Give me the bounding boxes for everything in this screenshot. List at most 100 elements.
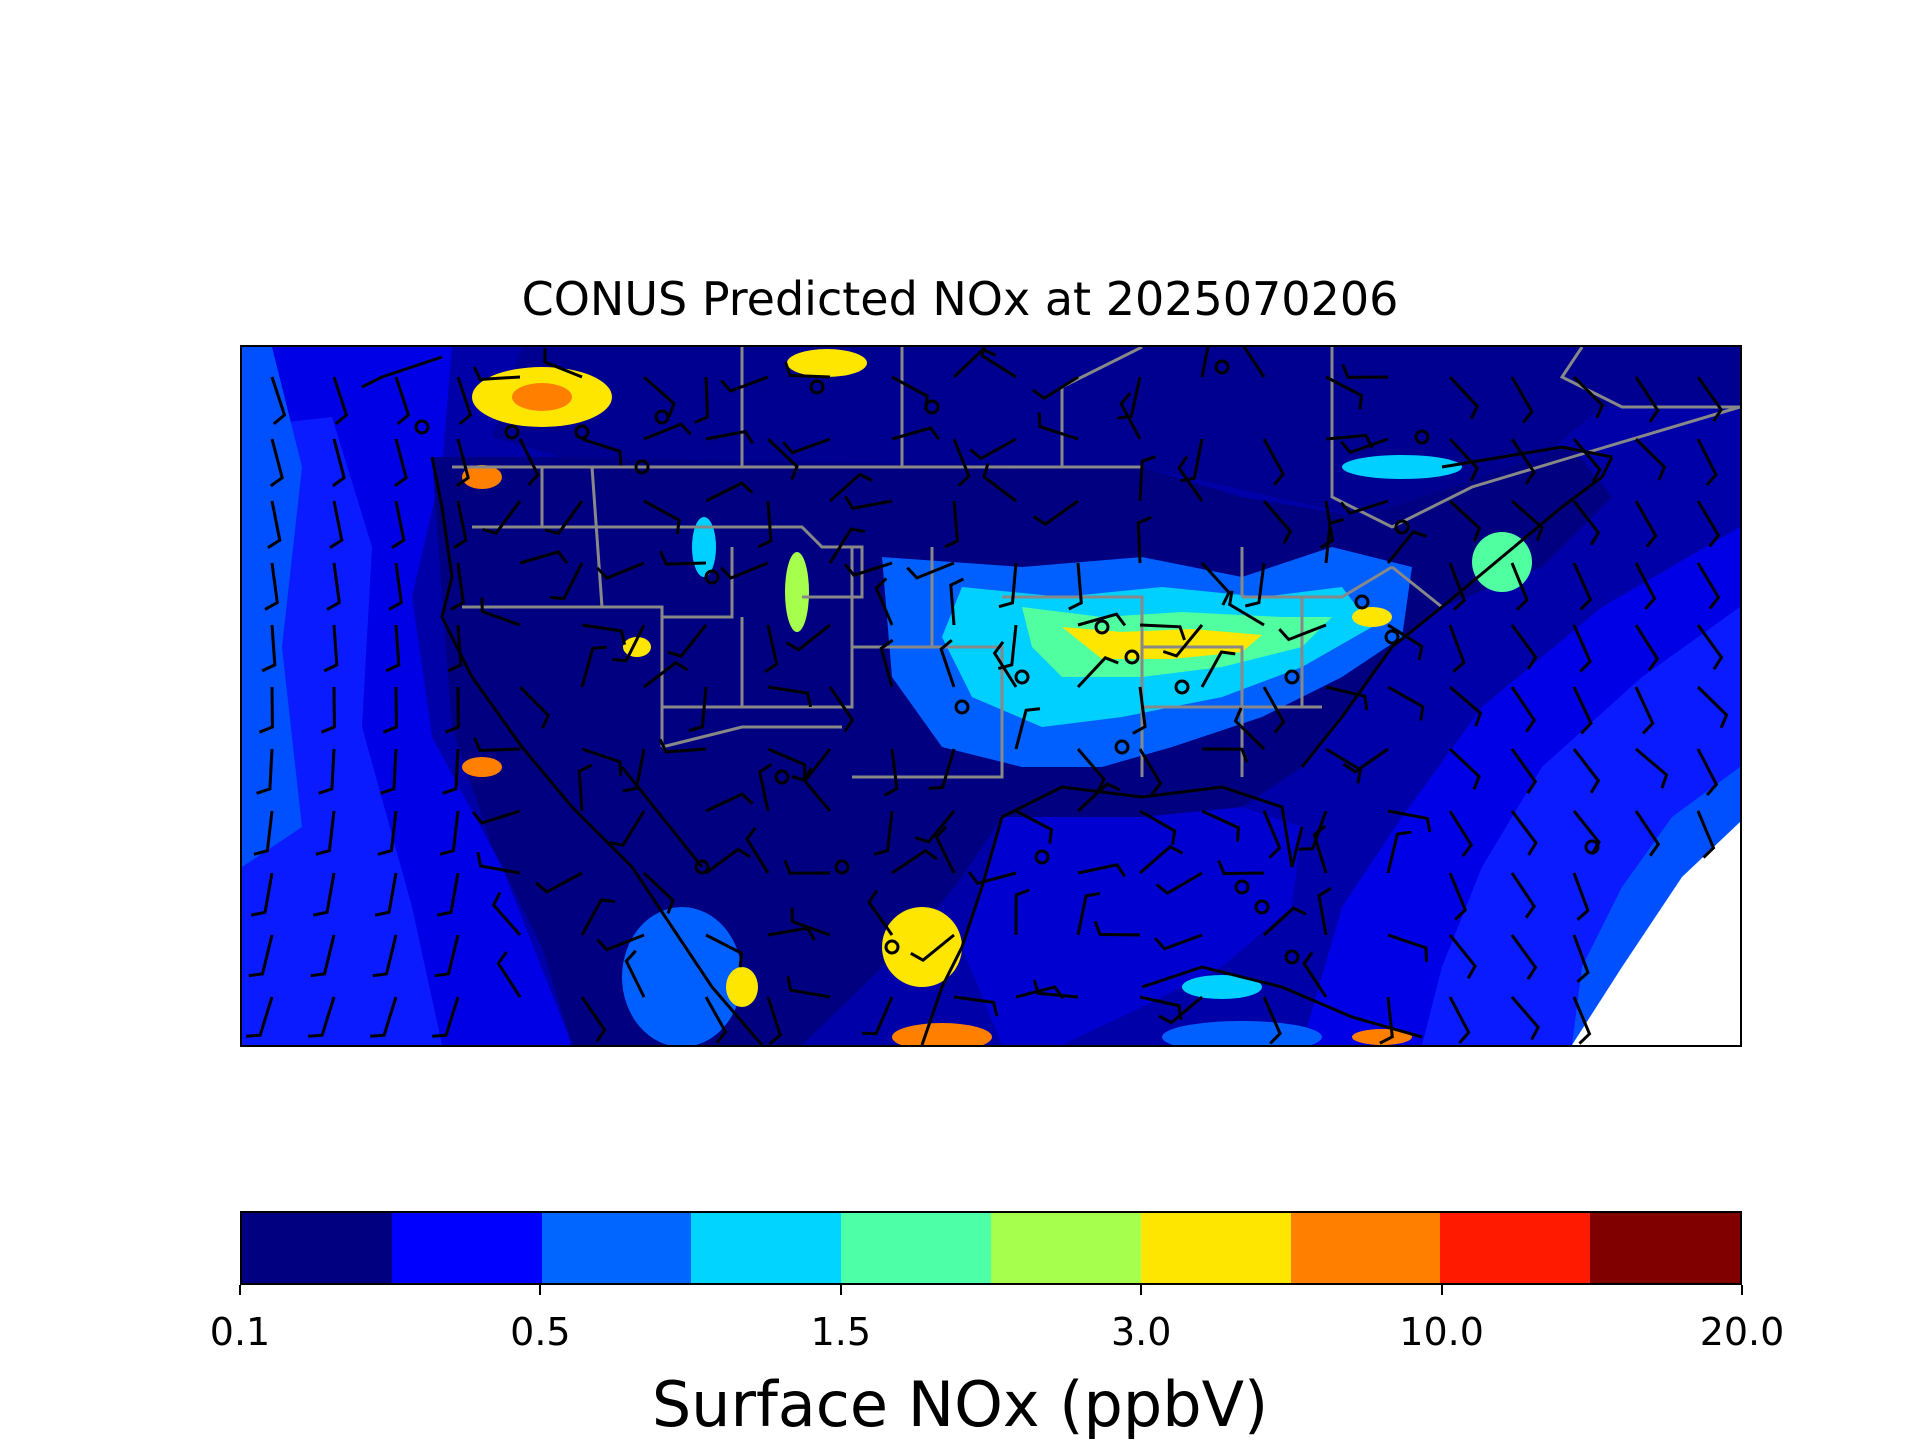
wind-barb (596, 933, 645, 952)
wind-barb (382, 686, 398, 734)
wind-barb (802, 767, 832, 812)
wind-barb (1136, 516, 1152, 564)
wind-barb (1634, 562, 1657, 610)
wind-barb (873, 810, 894, 856)
wind-barb (828, 686, 855, 733)
wind-barb (1132, 686, 1147, 735)
wind-barb (1032, 979, 1079, 999)
wind-barb (326, 562, 341, 611)
wind-barb (704, 996, 728, 1044)
wind-barb (1068, 562, 1083, 611)
wind-barb (1387, 623, 1424, 661)
wind-barb (720, 561, 769, 580)
wind-barb (1093, 920, 1141, 937)
wind-barb (1200, 650, 1236, 688)
wind-barb (1696, 810, 1716, 859)
wind-barb (766, 437, 799, 481)
wind-barb (1387, 685, 1425, 721)
wind-barb (1572, 748, 1601, 794)
wind-barb (439, 810, 460, 856)
colorbar-tick-label: 3.0 (1110, 1310, 1172, 1354)
wind-barb (519, 550, 569, 565)
wind-barb (1572, 934, 1590, 983)
wind-barb (1312, 824, 1328, 874)
wind-barb (767, 685, 813, 708)
wind-barb (543, 348, 583, 379)
wind-barb (310, 934, 336, 978)
wind-barb (1696, 624, 1724, 671)
wind-barb (1634, 624, 1660, 671)
wind-barb (250, 872, 274, 917)
calm-marker (1414, 429, 1430, 445)
wind-barb (658, 738, 707, 754)
colorbar-tick-label: 1.5 (810, 1310, 872, 1354)
wind-barb (785, 623, 831, 652)
wind-barb (844, 495, 893, 510)
colorbar-tick-label: 0.1 (209, 1310, 271, 1354)
wind-barb (998, 562, 1018, 609)
wind-barb (1325, 433, 1374, 449)
calm-marker (924, 399, 940, 415)
wind-barb (1510, 748, 1538, 795)
calm-marker (504, 424, 520, 440)
wind-barb (939, 638, 956, 688)
wind-barb (1448, 437, 1480, 482)
wind-barb (1572, 500, 1601, 546)
calm-wind-markers (414, 359, 1600, 965)
wind-barb (253, 810, 274, 856)
wind-barb (1572, 810, 1601, 856)
wind-barb (705, 847, 751, 875)
calm-marker (1254, 899, 1270, 915)
calm-marker (414, 419, 430, 435)
wind-barb (1262, 810, 1282, 859)
calm-marker (1034, 849, 1050, 865)
wind-barb (450, 562, 465, 611)
wind-barb (1014, 707, 1041, 750)
wind-barb (1298, 810, 1328, 851)
wind-barb (944, 500, 960, 549)
wind-barb (1696, 500, 1721, 548)
wind-barb (518, 438, 540, 487)
wind-barb (256, 748, 274, 795)
wind-barb (1317, 887, 1332, 936)
wind-barb (1117, 376, 1142, 420)
wind-barb (1076, 782, 1121, 813)
wind-barb (1572, 996, 1592, 1045)
wind-barb (1200, 347, 1210, 378)
wind-barb (370, 996, 398, 1038)
wind-barb (447, 624, 463, 673)
calm-marker (884, 939, 900, 955)
wind-barb (1015, 809, 1054, 844)
wind-barb (1032, 499, 1079, 527)
wind-barb (643, 422, 692, 441)
wind-barb (705, 792, 754, 813)
wind-barb (320, 686, 336, 734)
wind-barb (949, 577, 965, 626)
wind-barb (1387, 809, 1432, 833)
wind-barb (1201, 747, 1249, 763)
colorbar-segment (541, 1213, 692, 1283)
wind-barb (992, 641, 1018, 688)
wind-barb (879, 638, 894, 688)
wind-barb (496, 951, 522, 998)
wind-barb (267, 500, 282, 549)
colorbar-tick (1140, 1285, 1143, 1295)
wind-barb (544, 500, 584, 536)
wind-barb (705, 429, 754, 445)
wind-barb (270, 376, 287, 426)
calm-marker (1114, 739, 1130, 755)
eastern-peak (1062, 627, 1262, 659)
wind-barb (1278, 623, 1327, 642)
wind-barb (767, 747, 807, 779)
calm-marker (704, 569, 720, 585)
wind-barb (874, 577, 894, 626)
wind-barb (1510, 624, 1538, 670)
wind-barb (372, 934, 398, 978)
wind-barb (1572, 624, 1592, 673)
wind-barb (1139, 844, 1184, 875)
wind-barb (828, 527, 866, 564)
calm-marker (1284, 949, 1300, 965)
wind-barb (1510, 810, 1538, 856)
missing-data-region (1572, 822, 1740, 1045)
wind-barb (784, 361, 831, 379)
